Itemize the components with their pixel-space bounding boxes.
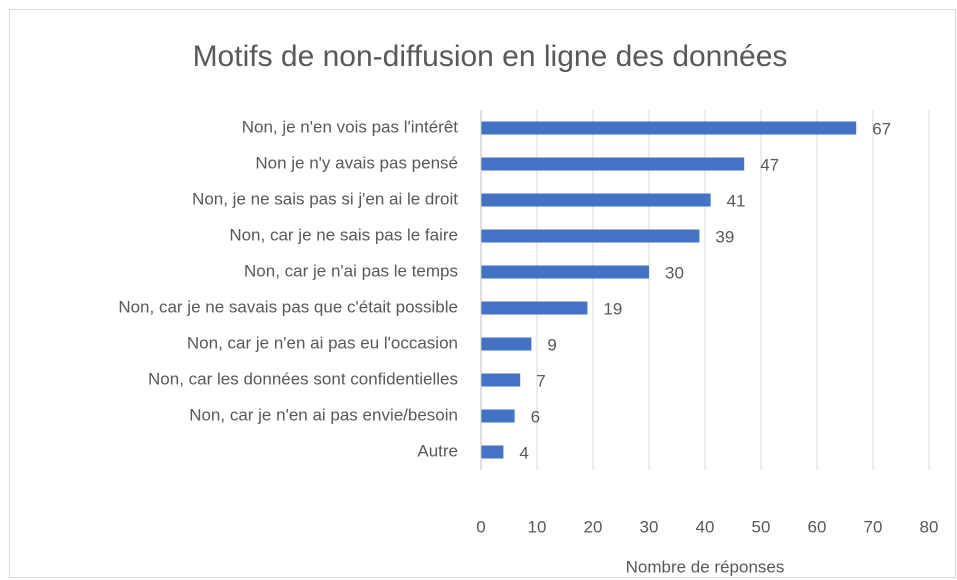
x-tick-label: 30: [640, 517, 659, 536]
bar: [481, 265, 649, 279]
x-tick-label: 60: [808, 517, 827, 536]
data-label: 67: [872, 119, 891, 138]
y-tick-label: Non, je ne sais pas si j'en ai le droit: [192, 189, 458, 208]
y-tick-label: Non, car les données sont confidentielle…: [148, 369, 458, 388]
y-tick-label: Non, car je ne sais pas le faire: [229, 225, 458, 244]
x-tick-label: 40: [696, 517, 715, 536]
x-tick-label: 70: [864, 517, 883, 536]
data-label: 39: [715, 227, 734, 246]
bar: [481, 409, 515, 423]
data-label: 19: [603, 299, 622, 318]
y-tick-label: Non, car je n'en ai pas eu l'occasion: [187, 333, 458, 352]
y-tick-label: Autre: [417, 441, 458, 460]
bar: [481, 301, 588, 315]
chart-title: Motifs de non-diffusion en ligne des don…: [193, 40, 788, 73]
bar: [481, 157, 745, 171]
x-tick-label: 20: [584, 517, 603, 536]
x-axis-title: Nombre de réponses: [626, 557, 785, 576]
data-label: 4: [519, 443, 528, 462]
y-tick-label: Non, car je n'en ai pas envie/besoin: [189, 405, 458, 424]
data-label: 47: [760, 155, 779, 174]
x-tick-label: 10: [528, 517, 547, 536]
x-tick-label: 0: [476, 517, 485, 536]
data-label: 7: [536, 371, 545, 390]
data-label: 41: [727, 191, 746, 210]
bar: [481, 193, 711, 207]
chart-frame: [9, 9, 956, 578]
data-label: 9: [547, 335, 556, 354]
bar: [481, 445, 504, 459]
bar: [481, 229, 700, 243]
y-tick-label: Non, car je ne savais pas que c'était po…: [118, 297, 458, 316]
bar: [481, 373, 521, 387]
y-tick-label: Non, je n'en vois pas l'intérêt: [242, 117, 459, 136]
data-label: 6: [531, 407, 540, 426]
x-tick-label: 50: [752, 517, 771, 536]
y-tick-label: Non je n'y avais pas pensé: [255, 153, 458, 172]
y-tick-label: Non, car je n'ai pas le temps: [244, 261, 458, 280]
bar: [481, 121, 857, 135]
x-tick-label: 80: [920, 517, 939, 536]
data-label: 30: [665, 263, 684, 282]
bar: [481, 337, 532, 351]
